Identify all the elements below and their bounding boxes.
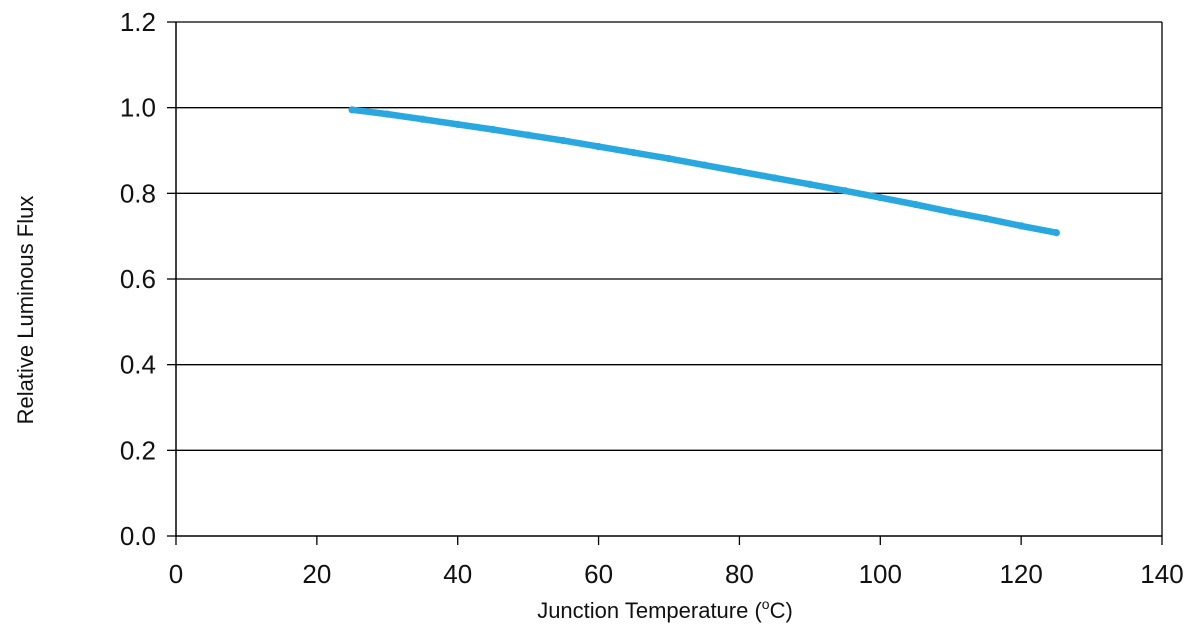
x-tick-label-2: 40: [443, 559, 472, 589]
x-axis-title-suffix: C): [770, 598, 793, 623]
data-point-0-9: [665, 155, 673, 163]
data-point-0-13: [806, 180, 814, 188]
data-point-0-7: [594, 143, 603, 151]
gridlines: [176, 21, 1162, 451]
data-point-0-18: [982, 215, 990, 223]
data-point-0-2: [418, 115, 427, 123]
y-tick-label-4: 0.8: [120, 178, 156, 208]
data-point-0-19: [1017, 222, 1025, 230]
data-point-0-17: [947, 208, 955, 216]
y-tick-label-5: 1.0: [120, 93, 156, 123]
data-point-0-4: [489, 125, 497, 134]
x-tick-label-0: 0: [169, 559, 183, 589]
data-point-0-1: [383, 110, 391, 118]
x-axis-title-degree: o: [762, 596, 770, 612]
y-tick-label-6: 1.2: [120, 7, 156, 37]
data-point-0-20: [1052, 229, 1060, 237]
data-point-0-0: [348, 106, 356, 114]
data-point-0-14: [841, 187, 849, 195]
x-tick-label-4: 80: [725, 559, 754, 589]
x-tick-label-6: 120: [999, 559, 1042, 589]
y-tick-label-0: 0.0: [120, 521, 156, 551]
y-tick-label-3: 0.6: [120, 264, 156, 294]
y-tick-label-1: 0.2: [120, 435, 156, 465]
x-axis-ticks: 0 20 40 60 80 100 120 140: [169, 536, 1184, 589]
data-point-0-15: [876, 194, 884, 202]
data-point-0-6: [559, 137, 567, 145]
y-axis-title: Relative Luminous Flux: [13, 196, 38, 425]
y-axis-ticks: 0.0 0.2 0.4 0.6 0.8 1.0 1.2: [120, 7, 176, 551]
y-tick-label-2: 0.4: [120, 350, 156, 380]
x-axis-title-prefix: Junction Temperature (: [537, 598, 762, 623]
x-tick-label-1: 20: [302, 559, 331, 589]
data-point-0-11: [735, 167, 744, 176]
x-tick-label-3: 60: [584, 559, 613, 589]
x-axis-title: Junction Temperature (oC): [537, 596, 793, 623]
data-point-0-8: [630, 149, 638, 157]
data-point-0-3: [454, 120, 462, 128]
x-tick-label-7: 140: [1140, 559, 1183, 589]
series-layer: [348, 106, 1060, 237]
data-point-0-10: [700, 161, 708, 169]
data-point-0-5: [524, 131, 532, 139]
data-point-0-12: [771, 174, 779, 182]
data-point-0-16: [911, 200, 920, 209]
x-tick-label-5: 100: [859, 559, 902, 589]
